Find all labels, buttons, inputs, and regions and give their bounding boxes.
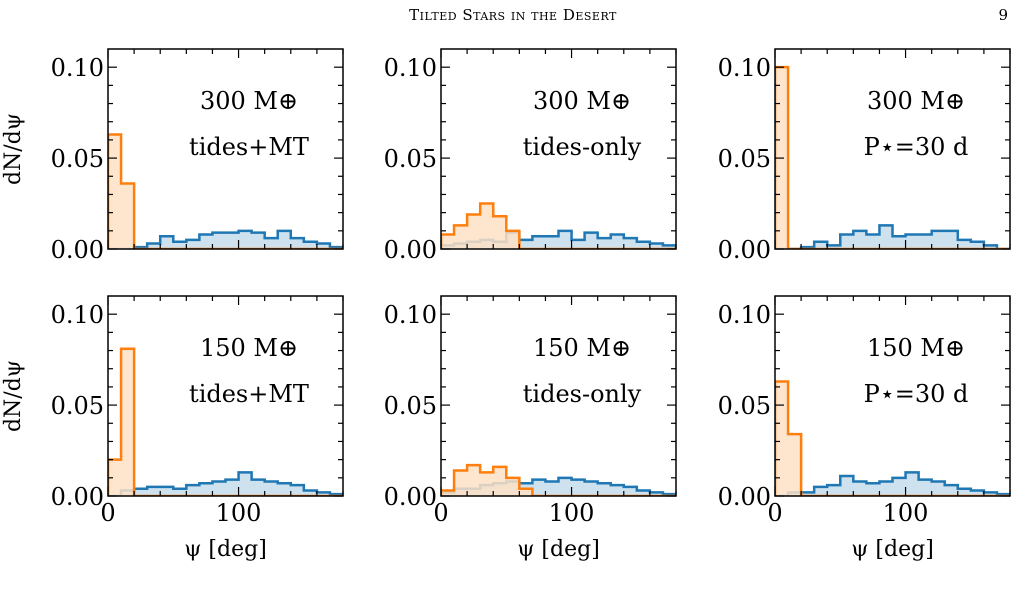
- page-header: Tilted Stars in the Desert 9: [0, 0, 1026, 40]
- hist-step-blue: [108, 471, 343, 496]
- y-tick-label: 0.00: [384, 483, 437, 511]
- hist-fill-blue: [108, 472, 343, 496]
- x-axis-label: ψ [deg]: [851, 537, 934, 562]
- plot-area: [108, 133, 343, 249]
- panel-annotation-line: tides+MT: [189, 380, 309, 408]
- hist-step-orange: [108, 347, 343, 496]
- axes-frame: [440, 295, 677, 497]
- hist-fill-orange: [775, 381, 1010, 496]
- y-tick-label: 0.00: [384, 236, 437, 264]
- panel-annotation-line: 150 M⊕: [533, 334, 631, 362]
- axes-frame: [107, 295, 344, 497]
- page-number: 9: [998, 6, 1008, 24]
- hist-fill-orange: [108, 134, 343, 249]
- panel-annotation-line: tides+MT: [189, 133, 309, 161]
- panel-2: 0.00 0.05 0.10 300 M⊕ tides-only: [384, 48, 677, 264]
- hist-step-orange: [775, 380, 1010, 496]
- axes-frame: [774, 48, 1011, 250]
- hist-fill-orange: [441, 465, 676, 496]
- hist-step-blue: [775, 224, 1010, 249]
- plot-area: [775, 65, 1010, 249]
- y-tick-label: 0.05: [51, 392, 104, 420]
- hist-fill-orange: [441, 203, 676, 249]
- hist-step-orange: [108, 133, 343, 249]
- axes-frame: [107, 48, 344, 250]
- hist-fill-blue: [108, 230, 343, 249]
- x-tick-label: 100: [549, 499, 595, 527]
- y-tick-label: 0.00: [718, 483, 771, 511]
- panel-3: 0.00 0.05 0.10 300 M⊕ P⋆=30 d: [718, 48, 1011, 264]
- plot-area: [775, 380, 1010, 496]
- panel-4: 0.00 0.05 0.10 0 100 dN/dψ ψ [deg] 150 M⊕ tides+…: [1, 295, 344, 562]
- y-tick-label: 0.10: [384, 54, 437, 82]
- axes-frame: [440, 48, 677, 250]
- y-tick-label: 0.05: [384, 392, 437, 420]
- y-tick-label: 0.10: [718, 54, 771, 82]
- panel-annotation-line: P⋆=30 d: [864, 133, 969, 161]
- y-tick-label: 0.10: [718, 301, 771, 329]
- y-tick-label: 0.00: [718, 236, 771, 264]
- hist-step-blue: [108, 229, 343, 249]
- hist-fill-orange: [108, 348, 343, 496]
- running-title: Tilted Stars in the Desert: [409, 6, 617, 24]
- plot-area: [441, 463, 676, 496]
- y-tick-label: 0.05: [51, 145, 104, 173]
- x-axis-label: ψ [deg]: [184, 537, 267, 562]
- x-axis-label: ψ [deg]: [517, 537, 600, 562]
- x-tick-label: 0: [433, 499, 448, 527]
- y-axis-label: dN/dψ: [1, 360, 26, 432]
- panel-1: 0.00 0.05 0.10 dN/dψ 300 M⊕ tides+MT: [1, 48, 344, 264]
- y-tick-label: 0.10: [384, 301, 437, 329]
- y-axis-label: dN/dψ: [1, 113, 26, 185]
- panel-annotation-line: P⋆=30 d: [864, 380, 969, 408]
- panel-annotation-line: 150 M⊕: [867, 334, 965, 362]
- y-tick-label: 0.05: [384, 145, 437, 173]
- panel-annotation-line: 300 M⊕: [200, 87, 298, 115]
- hist-fill-blue: [775, 472, 1010, 496]
- panel-5: 0.00 0.05 0.10 0 100 ψ [deg] 150 M⊕ tides-only: [384, 295, 677, 562]
- panel-annotation-line: tides-only: [523, 133, 642, 161]
- panel-annotation-line: tides-only: [523, 380, 642, 408]
- plot-area: [441, 202, 676, 249]
- plot-area: [108, 347, 343, 496]
- hist-step-orange: [441, 202, 676, 249]
- x-tick-label: 100: [216, 499, 262, 527]
- panel-annotation-line: 300 M⊕: [533, 87, 631, 115]
- axes-frame: [774, 295, 1011, 497]
- y-tick-label: 0.05: [718, 392, 771, 420]
- x-tick-label: 0: [767, 499, 782, 527]
- y-tick-label: 0.00: [51, 483, 104, 511]
- hist-step-blue: [775, 471, 1010, 496]
- panel-annotation-line: 150 M⊕: [200, 334, 298, 362]
- hist-step-orange: [441, 463, 676, 496]
- x-tick-label: 0: [100, 499, 115, 527]
- panel-6: 0.00 0.05 0.10 0 100 ψ [deg] 150 M⊕ P⋆=30 d: [718, 295, 1011, 562]
- panel-annotation-line: 300 M⊕: [867, 87, 965, 115]
- y-tick-label: 0.00: [51, 236, 104, 264]
- y-tick-label: 0.05: [718, 145, 771, 173]
- y-tick-label: 0.10: [51, 301, 104, 329]
- y-tick-label: 0.10: [51, 54, 104, 82]
- x-tick-label: 100: [883, 499, 929, 527]
